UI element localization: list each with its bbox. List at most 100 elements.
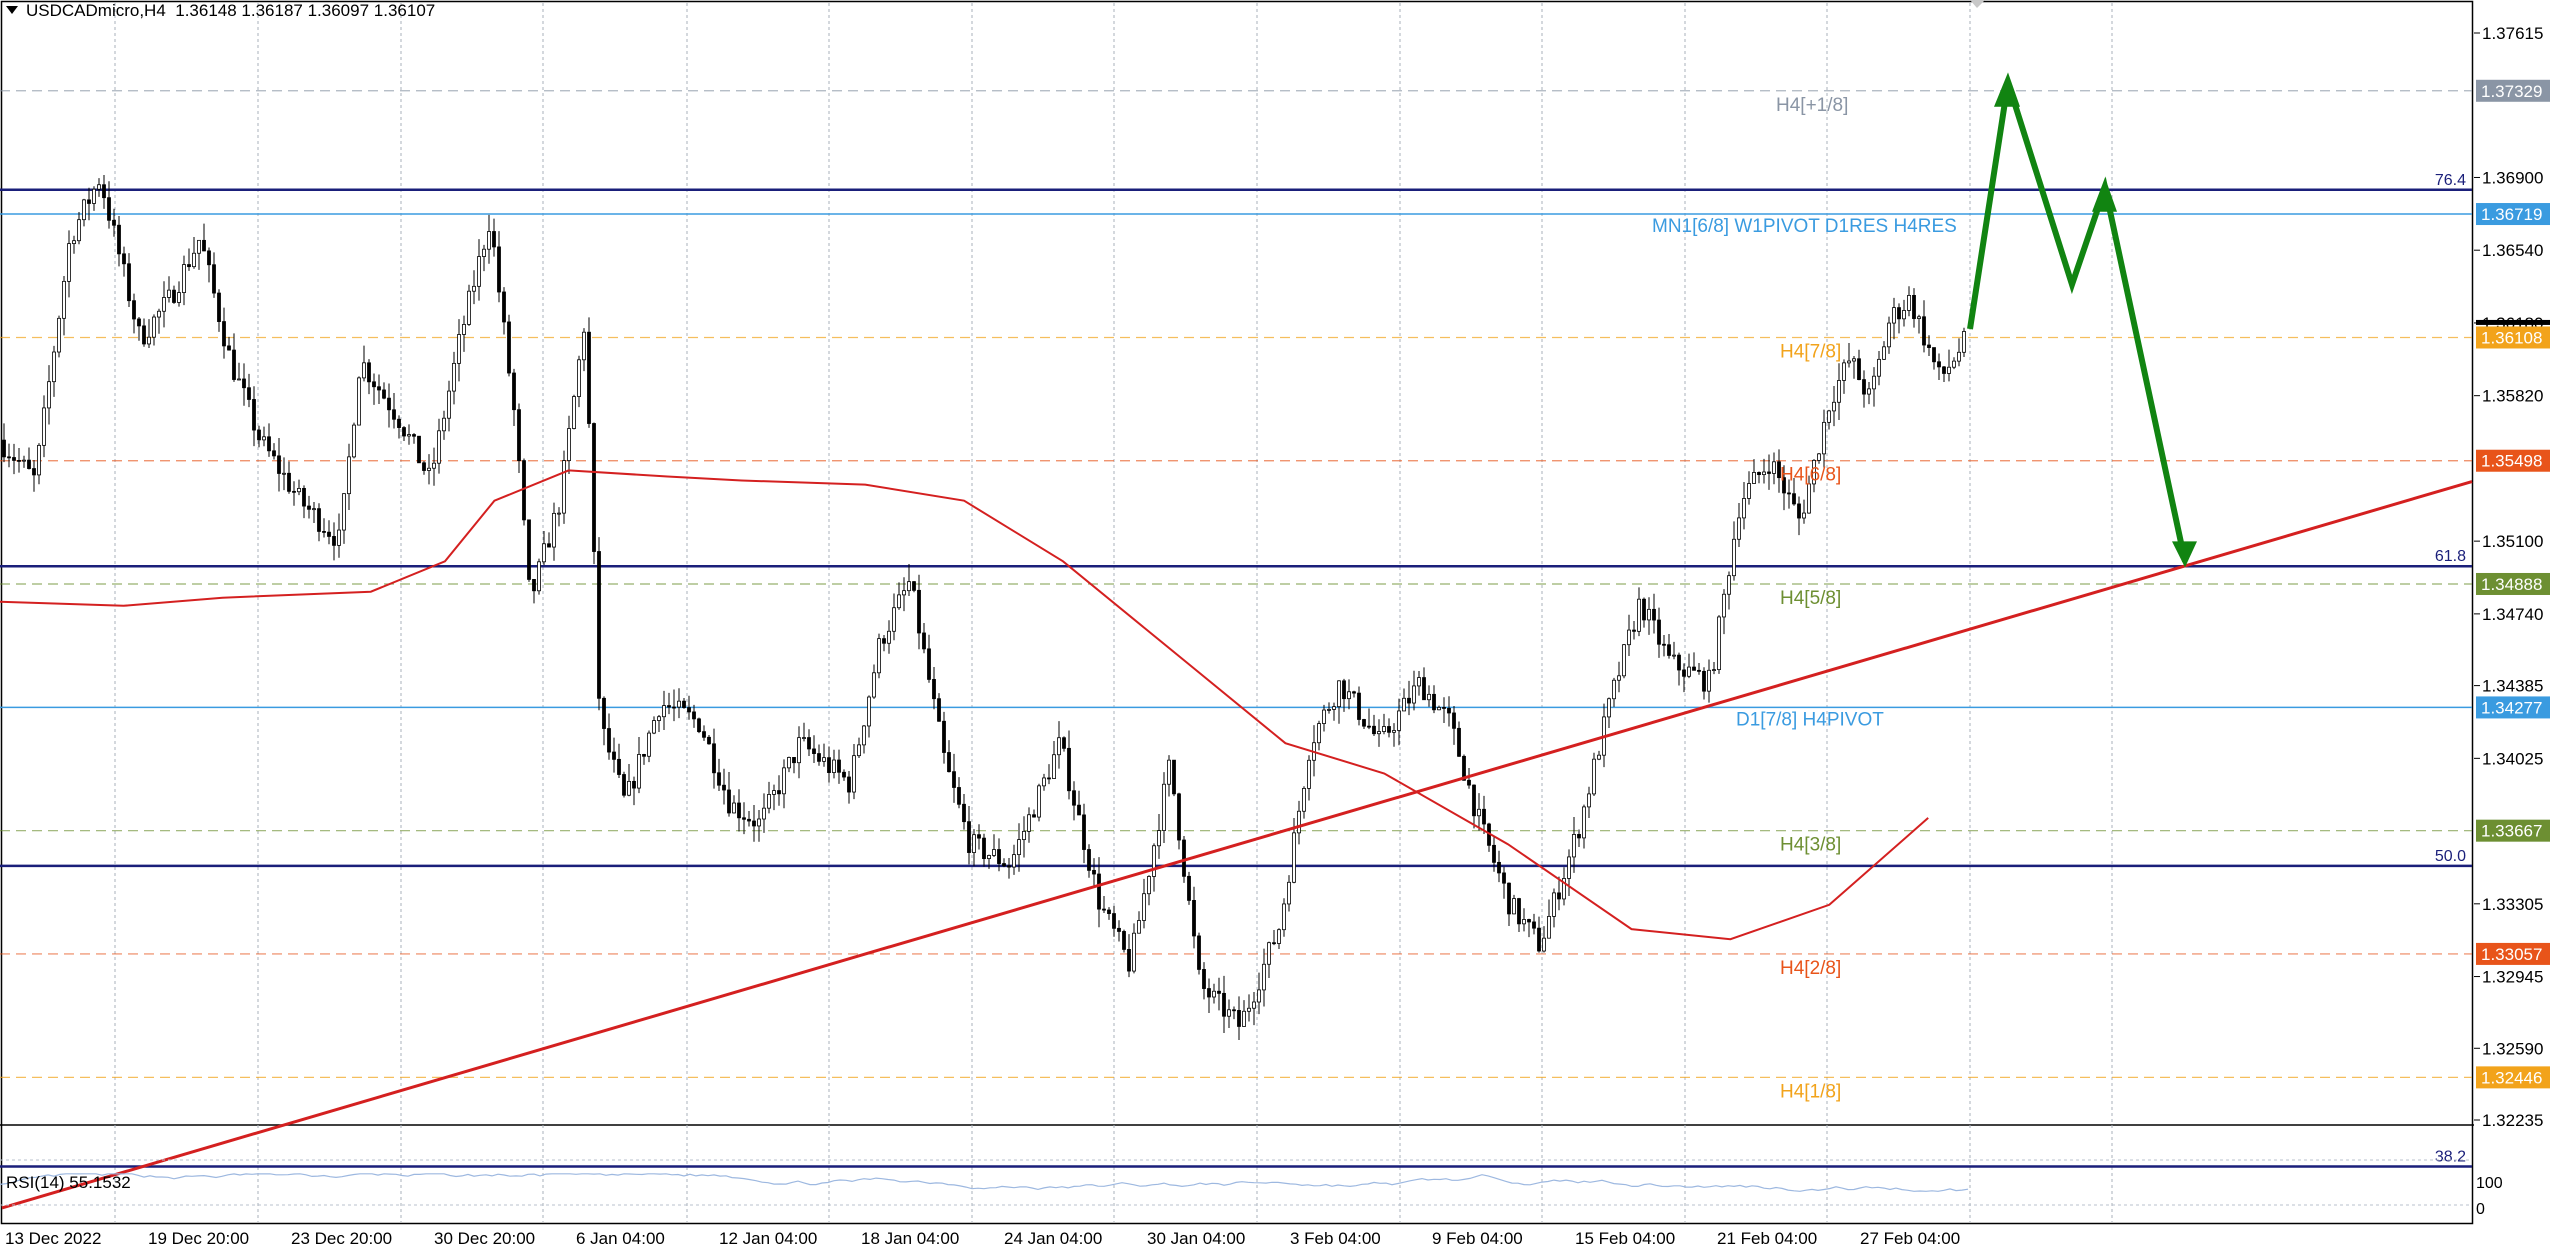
time-tick-label: 13 Dec 2022 bbox=[5, 1229, 101, 1248]
candle-body bbox=[1962, 331, 1966, 353]
candle-body bbox=[407, 434, 411, 437]
murrey-level-label: H4[6/8] bbox=[1780, 465, 1841, 486]
candle-body bbox=[302, 488, 306, 507]
candle-body bbox=[682, 700, 686, 708]
candle-body bbox=[1937, 361, 1941, 368]
candle-body bbox=[317, 508, 321, 532]
candle-body bbox=[827, 757, 831, 773]
candle-body bbox=[972, 834, 976, 853]
candle-body bbox=[1617, 675, 1621, 681]
candle-body bbox=[227, 345, 231, 351]
candle-body bbox=[1347, 691, 1351, 700]
candle-body bbox=[1852, 358, 1856, 362]
candle-body bbox=[1872, 375, 1876, 390]
candle-body bbox=[557, 512, 561, 515]
candle-body bbox=[892, 607, 896, 632]
candle-body bbox=[357, 377, 361, 426]
candle-body bbox=[1727, 575, 1731, 595]
candle-body bbox=[772, 790, 776, 795]
candle-body bbox=[947, 752, 951, 773]
price-tick-label: 1.32235 bbox=[2482, 1111, 2543, 1130]
candle-body bbox=[1762, 471, 1766, 476]
candle-body bbox=[1277, 929, 1281, 944]
candle-body bbox=[372, 381, 376, 388]
candle-body bbox=[692, 711, 696, 720]
candle-body bbox=[1692, 666, 1696, 671]
candle-body bbox=[1157, 830, 1161, 847]
candle-body bbox=[427, 467, 431, 471]
candle-body bbox=[1807, 483, 1811, 514]
candle-body bbox=[1502, 872, 1506, 884]
candle-body bbox=[1657, 619, 1661, 645]
candle-body bbox=[72, 240, 76, 245]
candle-body bbox=[902, 590, 906, 596]
candle-body bbox=[1447, 707, 1451, 714]
candle-body bbox=[1527, 919, 1531, 923]
price-tick-label: 1.35820 bbox=[2482, 387, 2543, 406]
pivot-level-label: D1[7/8] H4PIVOT bbox=[1736, 709, 1884, 730]
candle-body bbox=[1497, 861, 1501, 874]
fib-level-label: 38.2 bbox=[2435, 1148, 2466, 1165]
candle-body bbox=[1702, 670, 1706, 692]
candle-body bbox=[1392, 730, 1396, 733]
candle-body bbox=[797, 737, 801, 764]
candle-body bbox=[637, 754, 641, 789]
level-price-tag-text: 1.32446 bbox=[2481, 1068, 2542, 1087]
candle-body bbox=[1472, 784, 1476, 817]
candle-body bbox=[1847, 360, 1851, 364]
candle-body bbox=[987, 855, 991, 860]
candle-body bbox=[602, 697, 606, 729]
candle-body bbox=[1542, 937, 1546, 952]
candle-body bbox=[1682, 669, 1686, 677]
candle-body bbox=[1882, 346, 1886, 360]
candle-body bbox=[1867, 388, 1871, 395]
candle-body bbox=[1837, 380, 1841, 403]
candle-body bbox=[1842, 362, 1846, 381]
candlestick-series bbox=[2, 175, 1966, 1041]
candle-body bbox=[32, 468, 36, 476]
candle-body bbox=[697, 718, 701, 733]
candle-body bbox=[1072, 790, 1076, 806]
candle-body bbox=[207, 250, 211, 266]
candle-body bbox=[1932, 347, 1936, 363]
candle-body bbox=[1342, 680, 1346, 700]
chart-header: USDCADmicro,H4 1.36148 1.36187 1.36097 1… bbox=[6, 1, 435, 21]
candle-body bbox=[127, 263, 131, 302]
candle-body bbox=[702, 731, 706, 738]
candle-body bbox=[1127, 949, 1131, 972]
candle-body bbox=[217, 292, 221, 322]
candle-body bbox=[572, 396, 576, 429]
candle-body bbox=[787, 757, 791, 769]
price-tick-label: 1.36900 bbox=[2482, 168, 2543, 187]
candle-body bbox=[7, 456, 11, 459]
price-axis: 1.376151.369001.365401.361801.358201.351… bbox=[2474, 24, 2550, 1130]
level-price-tag bbox=[2476, 942, 2550, 965]
candle-body bbox=[547, 543, 551, 548]
candle-body bbox=[1437, 707, 1441, 711]
candle-body bbox=[1237, 1010, 1241, 1027]
support-trendline bbox=[1, 480, 2473, 1210]
fib-level-label: 61.8 bbox=[2435, 548, 2466, 565]
candle-body bbox=[1357, 692, 1361, 720]
chevron-down-icon[interactable] bbox=[6, 6, 18, 14]
candle-body bbox=[52, 351, 56, 383]
candle-body bbox=[107, 197, 111, 221]
level-price-tag-text: 1.33057 bbox=[2481, 945, 2542, 964]
candle-body bbox=[82, 199, 86, 221]
candle-body bbox=[1547, 915, 1551, 939]
candle-body bbox=[1147, 876, 1151, 895]
candle-body bbox=[2, 439, 6, 458]
candle-body bbox=[1857, 358, 1861, 381]
candle-body bbox=[442, 417, 446, 432]
candle-body bbox=[122, 253, 126, 265]
candle-body bbox=[137, 318, 141, 327]
candle-body bbox=[727, 789, 731, 814]
candle-body bbox=[432, 462, 436, 469]
candle-body bbox=[792, 757, 796, 764]
candle-body bbox=[917, 589, 921, 634]
candle-body bbox=[1792, 493, 1796, 505]
candle-body bbox=[1042, 777, 1046, 787]
candle-body bbox=[1002, 863, 1006, 867]
candle-body bbox=[1212, 990, 1216, 998]
